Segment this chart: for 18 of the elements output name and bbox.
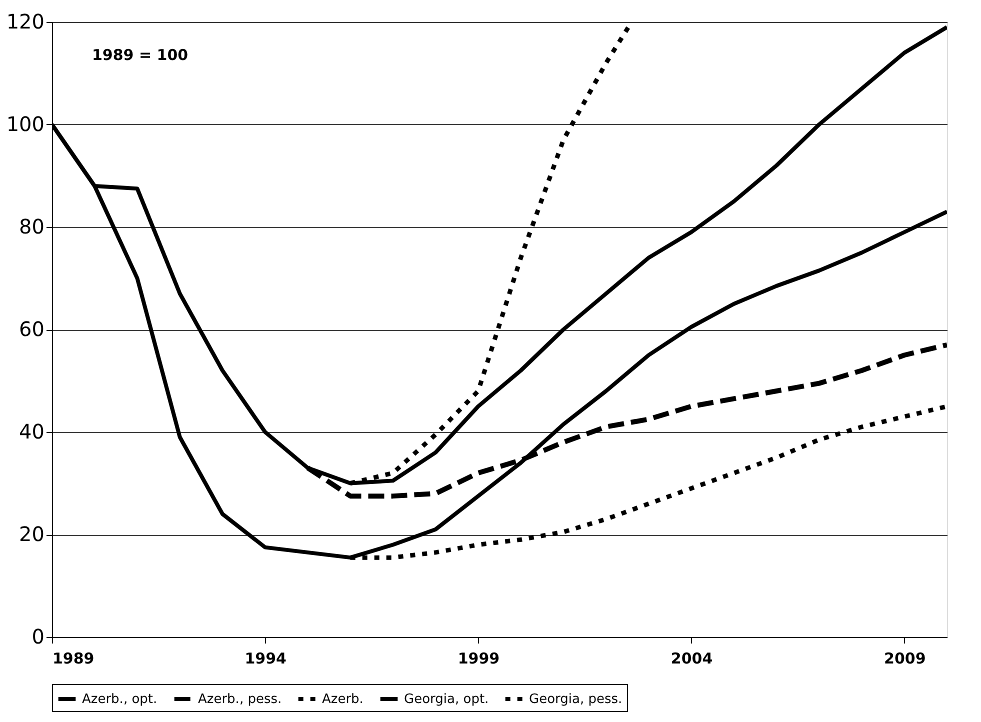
x-tick-label: 2004 — [670, 650, 713, 668]
y-tick-label: 80 — [19, 214, 44, 238]
y-tick-label: 0 — [32, 624, 44, 648]
annotation: 1989 = 100 — [92, 46, 188, 64]
y-tick-label: 20 — [19, 522, 44, 546]
legend-label: Azerb. — [322, 692, 364, 707]
y-tick-label: 100 — [6, 112, 44, 136]
x-tick-label: 2009 — [884, 650, 926, 668]
y-tick-label: 60 — [19, 317, 44, 341]
legend-label: Georgia, pess. — [529, 692, 622, 707]
y-tick-label: 40 — [19, 420, 44, 444]
x-tick-label: 1989 — [52, 650, 94, 668]
legend-label: Azerb., opt. — [82, 692, 158, 707]
x-tick-label: 1999 — [458, 650, 500, 668]
y-tick-label: 120 — [6, 10, 44, 34]
legend-label: Georgia, opt. — [404, 692, 489, 707]
x-tick-label: 1994 — [244, 650, 286, 668]
legend-label: Azerb., pess. — [198, 692, 282, 707]
